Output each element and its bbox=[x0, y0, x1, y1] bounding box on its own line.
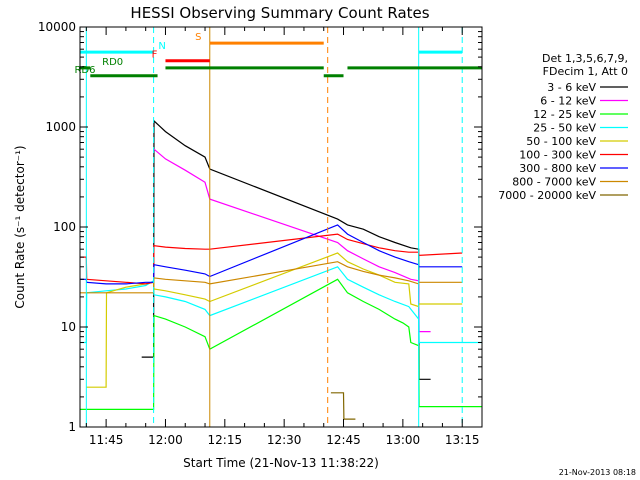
series-line-25-50-kev bbox=[80, 266, 482, 344]
legend-header-line: FDecim 1, Att 0 bbox=[543, 65, 628, 78]
y-tick-label: 10000 bbox=[38, 20, 76, 34]
flag-label-n: N bbox=[158, 41, 165, 52]
legend-header-line: Det 1,3,5,6,7,9, bbox=[542, 52, 628, 65]
legend-label-50-100-kev: 50 - 100 keV bbox=[526, 135, 596, 148]
plot-frame bbox=[79, 26, 483, 428]
y-tick-label: 10 bbox=[61, 320, 76, 334]
flag-label-rd0: RD0 bbox=[102, 57, 123, 68]
x-tick-label: 12:00 bbox=[148, 433, 183, 447]
x-tick-label: 12:45 bbox=[326, 433, 361, 447]
y-axis-label: Count Rate (s⁻¹ detector⁻¹) bbox=[13, 145, 27, 308]
flag-label-rd6: RD6 bbox=[74, 65, 95, 76]
legend-label-300-800-kev: 300 - 800 keV bbox=[519, 162, 596, 175]
x-axis-label: Start Time (21-Nov-13 11:38:22) bbox=[183, 456, 379, 470]
legend-label-100-300-kev: 100 - 300 keV bbox=[519, 149, 596, 162]
legend-label-25-50-kev: 25 - 50 keV bbox=[533, 122, 596, 135]
series-line-12-25-kev bbox=[80, 278, 482, 410]
legend-label-12-25-kev: 12 - 25 keV bbox=[533, 108, 596, 121]
flag-label-s: S bbox=[195, 32, 201, 43]
chart-title: HESSI Observing Summary Count Rates bbox=[130, 4, 429, 22]
timestamp-stamp: 21-Nov-2013 08:18 bbox=[559, 468, 636, 477]
series-line-6-12-kev bbox=[153, 148, 431, 333]
series-line-3-6-kev bbox=[141, 119, 431, 380]
x-tick-label: 13:15 bbox=[445, 433, 480, 447]
series-line-100-300-kev bbox=[80, 233, 463, 285]
legend-label-7000-20000-kev: 7000 - 20000 keV bbox=[498, 189, 596, 202]
series-line-7000-20000-kev bbox=[330, 392, 356, 420]
legend-label-3-6-kev: 3 - 6 keV bbox=[547, 81, 596, 94]
flag-label-f: F bbox=[152, 50, 158, 61]
legend-label-800-7000-kev: 800 - 7000 keV bbox=[512, 176, 596, 189]
y-tick-label: 100 bbox=[53, 220, 76, 234]
x-tick-label: 12:15 bbox=[208, 433, 243, 447]
x-tick-label: 13:00 bbox=[386, 433, 421, 447]
x-tick-label: 11:45 bbox=[89, 433, 124, 447]
y-tick-label: 1 bbox=[68, 420, 76, 434]
series-line-300-800-kev bbox=[80, 224, 463, 285]
x-tick-label: 12:30 bbox=[267, 433, 302, 447]
legend-label-6-12-kev: 6 - 12 keV bbox=[540, 95, 596, 108]
y-tick-label: 1000 bbox=[45, 120, 76, 134]
